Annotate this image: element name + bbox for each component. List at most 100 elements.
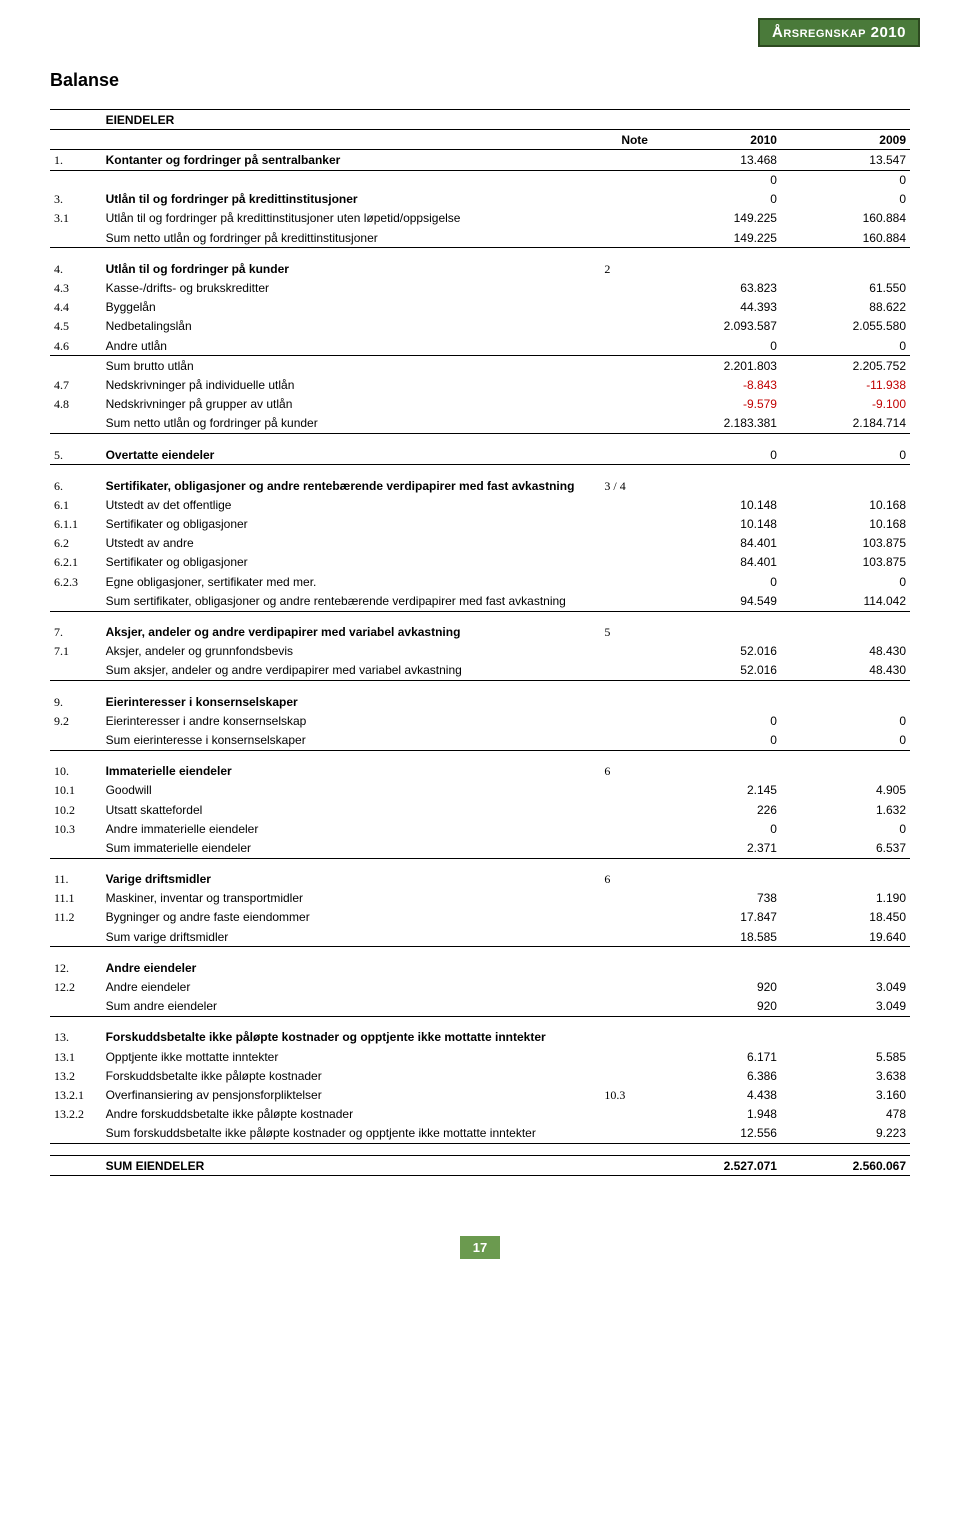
page-title: Balanse xyxy=(50,70,910,91)
row-value-2010: 10.148 xyxy=(652,495,781,514)
row-number: 10.2 xyxy=(50,800,102,819)
row-number: 13. xyxy=(50,1028,102,1047)
row-note xyxy=(600,978,652,997)
row-value-2009: 18.450 xyxy=(781,908,910,927)
row-value-2010 xyxy=(652,259,781,278)
row-value-2009: 0 xyxy=(781,170,910,190)
table-row xyxy=(50,750,910,762)
row-number: 4.7 xyxy=(50,375,102,394)
page-content: Balanse EIENDELERNote201020091.Kontanter… xyxy=(0,0,960,1299)
row-value-2010: 12.556 xyxy=(652,1124,781,1144)
row-label: Sertifikater og obligasjoner xyxy=(102,553,601,572)
row-label: Sum sertifikater, obligasjoner og andre … xyxy=(102,591,601,611)
row-value-2009 xyxy=(781,623,910,642)
row-note xyxy=(600,927,652,947)
row-note xyxy=(600,730,652,750)
row-label: Goodwill xyxy=(102,781,601,800)
row-value-2009: 3.049 xyxy=(781,978,910,997)
row-value-2010: 2.201.803 xyxy=(652,356,781,376)
table-row: Sum netto utlån og fordringer på kunder2… xyxy=(50,414,910,434)
page-number: 17 xyxy=(460,1236,500,1259)
row-label: SUM EIENDELER xyxy=(102,1156,601,1176)
row-value-2010: 0 xyxy=(652,445,781,465)
table-row: 4.8Nedskrivninger på grupper av utlån-9.… xyxy=(50,395,910,414)
row-note xyxy=(600,819,652,838)
row-label: Eierinteresser i konsernselskaper xyxy=(102,692,601,711)
row-number xyxy=(50,730,102,750)
row-number: 10. xyxy=(50,762,102,781)
table-row: 7.1Aksjer, andeler og grunnfondsbevis52.… xyxy=(50,642,910,661)
table-row: 4.Utlån til og fordringer på kunder2 xyxy=(50,259,910,278)
table-row: 9.Eierinteresser i konsernselskaper xyxy=(50,692,910,711)
table-row: 1.Kontanter og fordringer på sentralbank… xyxy=(50,150,910,170)
table-row: 11.Varige driftsmidler6 xyxy=(50,870,910,889)
table-row: Sum brutto utlån2.201.8032.205.752 xyxy=(50,356,910,376)
row-value-2010: 4.438 xyxy=(652,1085,781,1104)
row-value-2009 xyxy=(781,259,910,278)
row-note xyxy=(600,642,652,661)
table-row: 3.1Utlån til og fordringer på kredittins… xyxy=(50,209,910,228)
row-value-2010: 2.093.587 xyxy=(652,317,781,336)
row-label: Sum eierinteresse i konsernselskaper xyxy=(102,730,601,750)
table-row: 6.Sertifikater, obligasjoner og andre re… xyxy=(50,476,910,495)
row-number: 11.1 xyxy=(50,889,102,908)
row-value-2009: 0 xyxy=(781,336,910,356)
table-row: 6.1Utstedt av det offentlige10.14810.168 xyxy=(50,495,910,514)
table-row xyxy=(50,681,910,693)
row-note: 6 xyxy=(600,870,652,889)
row-number xyxy=(50,356,102,376)
row-label xyxy=(102,170,601,190)
table-row: 4.7Nedskrivninger på individuelle utlån-… xyxy=(50,375,910,394)
table-row: 4.6Andre utlån00 xyxy=(50,336,910,356)
row-note xyxy=(600,298,652,317)
row-value-2010: 84.401 xyxy=(652,534,781,553)
row-number: 5. xyxy=(50,445,102,465)
row-number: 7.1 xyxy=(50,642,102,661)
row-note: 6 xyxy=(600,762,652,781)
row-value-2010 xyxy=(652,762,781,781)
row-value-2009: 114.042 xyxy=(781,591,910,611)
row-number: 6.2.1 xyxy=(50,553,102,572)
row-value-2009: 48.430 xyxy=(781,642,910,661)
row-number: 10.3 xyxy=(50,819,102,838)
table-row: 13.1Opptjente ikke mottatte inntekter6.1… xyxy=(50,1047,910,1066)
row-number: 4.6 xyxy=(50,336,102,356)
table-row: 6.2.3Egne obligasjoner, sertifikater med… xyxy=(50,572,910,591)
row-number xyxy=(50,838,102,858)
row-value-2010: 0 xyxy=(652,819,781,838)
row-label: Sum immaterielle eiendeler xyxy=(102,838,601,858)
row-value-2009 xyxy=(781,692,910,711)
row-number: 3. xyxy=(50,190,102,209)
row-number xyxy=(50,1156,102,1176)
row-label: Sertifikater og obligasjoner xyxy=(102,515,601,534)
row-number: 1. xyxy=(50,150,102,170)
row-value-2010 xyxy=(652,958,781,977)
row-value-2009: 478 xyxy=(781,1105,910,1124)
table-row: 6.2.1Sertifikater og obligasjoner84.4011… xyxy=(50,553,910,572)
row-label: Andre immaterielle eiendeler xyxy=(102,819,601,838)
table-row: 5.Overtatte eiendeler00 xyxy=(50,445,910,465)
row-label: Eierinteresser i andre konsernselskap xyxy=(102,711,601,730)
row-value-2009: 0 xyxy=(781,711,910,730)
row-value-2010: 2.183.381 xyxy=(652,414,781,434)
table-row: 10.3Andre immaterielle eiendeler00 xyxy=(50,819,910,838)
row-value-2010: 2.371 xyxy=(652,838,781,858)
row-value-2009: 103.875 xyxy=(781,553,910,572)
row-label: Andre eiendeler xyxy=(102,958,601,977)
table-row xyxy=(50,858,910,870)
row-number: 11.2 xyxy=(50,908,102,927)
row-number: 4.3 xyxy=(50,279,102,298)
row-label: Nedbetalingslån xyxy=(102,317,601,336)
row-label: Nedskrivninger på grupper av utlån xyxy=(102,395,601,414)
row-note xyxy=(600,800,652,819)
row-label: Andre forskuddsbetalte ikke påløpte kost… xyxy=(102,1105,601,1124)
row-value-2010: 0 xyxy=(652,190,781,209)
row-note xyxy=(600,1028,652,1047)
row-value-2009: 88.622 xyxy=(781,298,910,317)
row-label: Kasse-/drifts- og brukskreditter xyxy=(102,279,601,298)
table-row: 13.Forskuddsbetalte ikke påløpte kostnad… xyxy=(50,1028,910,1047)
row-label: Immaterielle eiendeler xyxy=(102,762,601,781)
row-note xyxy=(600,515,652,534)
row-label: Utlån til og fordringer på kredittinstit… xyxy=(102,190,601,209)
row-number: 4.4 xyxy=(50,298,102,317)
